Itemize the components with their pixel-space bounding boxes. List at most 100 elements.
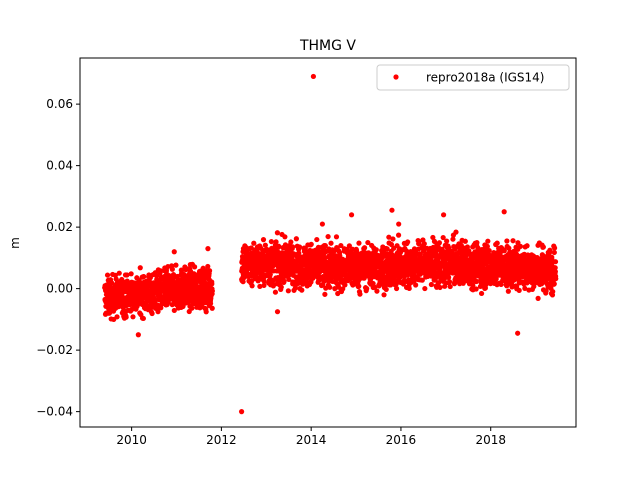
data-point: [395, 232, 402, 238]
data-point: [551, 281, 557, 287]
x-tick-label: 2018: [475, 433, 506, 447]
data-point: [285, 288, 291, 294]
data-point: [276, 243, 282, 249]
data-point: [540, 244, 546, 250]
data-point: [128, 271, 134, 277]
data-point: [135, 332, 141, 338]
y-axis-ticks: −0.04 −0.02 0.00 0.02 0.04 0.06: [36, 97, 80, 419]
data-point: [446, 279, 453, 285]
y-tick-label: 0.00: [46, 282, 73, 296]
data-point: [273, 239, 279, 245]
data-point: [171, 307, 177, 314]
data-point: [299, 287, 305, 293]
data-point: [453, 229, 459, 235]
data-point: [206, 268, 213, 274]
data-point: [209, 288, 215, 294]
data-point: [137, 265, 143, 271]
data-point: [552, 265, 558, 271]
data-point: [296, 250, 302, 256]
data-point: [372, 284, 378, 290]
data-point: [262, 242, 268, 248]
data-point: [374, 288, 380, 294]
data-point: [348, 212, 355, 218]
data-point: [335, 284, 342, 290]
data-point: [171, 249, 177, 255]
data-point: [203, 309, 209, 315]
x-tick-label: 2012: [206, 433, 237, 447]
y-tick-label: −0.02: [36, 343, 73, 357]
data-point: [209, 281, 215, 287]
x-tick-label: 2016: [386, 433, 417, 447]
y-axis-label: m: [8, 237, 22, 249]
data-point: [470, 282, 476, 289]
data-point: [388, 241, 395, 248]
data-point: [116, 270, 122, 276]
data-point: [440, 212, 447, 218]
data-point: [474, 239, 480, 246]
data-point: [390, 236, 396, 242]
data-point: [437, 284, 443, 291]
data-point: [510, 238, 516, 244]
data-point: [478, 290, 485, 297]
data-point: [238, 409, 245, 415]
data-point: [293, 236, 299, 242]
data-point: [384, 246, 390, 252]
legend-label: repro2018a (IGS14): [426, 71, 544, 85]
data-point: [440, 234, 446, 241]
y-tick-label: 0.06: [46, 97, 73, 111]
data-point: [396, 221, 402, 227]
data-point: [373, 247, 379, 253]
data-point: [381, 292, 387, 298]
y-tick-label: 0.02: [46, 220, 73, 234]
data-point: [205, 263, 211, 270]
data-point: [288, 239, 294, 245]
data-point: [393, 285, 400, 292]
data-point: [464, 244, 471, 250]
data-point: [340, 286, 346, 292]
data-point: [338, 242, 344, 249]
data-point: [205, 246, 211, 252]
data-point: [346, 243, 352, 249]
data-point: [308, 241, 314, 247]
data-point: [289, 244, 296, 250]
y-tick-label: −0.04: [36, 405, 73, 419]
data-point: [104, 272, 111, 278]
data-point: [333, 234, 340, 240]
data-point: [494, 240, 500, 246]
data-point: [169, 266, 175, 272]
data-point: [356, 283, 362, 289]
data-point: [124, 272, 130, 278]
data-point: [473, 286, 479, 292]
data-point: [421, 241, 427, 247]
data-point: [207, 300, 214, 307]
data-point: [149, 310, 155, 317]
data-point: [322, 291, 328, 297]
data-point: [422, 285, 428, 292]
data-point: [274, 230, 281, 236]
data-point: [281, 278, 287, 284]
data-point: [550, 288, 556, 295]
data-point: [364, 285, 370, 292]
data-point: [342, 282, 348, 288]
data-point: [515, 330, 521, 336]
data-point: [356, 240, 362, 246]
data-point: [251, 240, 257, 246]
data-point: [268, 238, 274, 245]
data-point: [310, 73, 317, 80]
data-point: [327, 284, 333, 290]
data-point: [447, 283, 453, 290]
data-point: [486, 248, 492, 254]
data-point: [274, 309, 281, 315]
data-point: [114, 314, 120, 320]
data-point: [361, 245, 368, 251]
data-point: [249, 283, 255, 289]
data-point: [261, 282, 267, 289]
data-point: [552, 245, 558, 251]
data-point: [123, 314, 129, 320]
data-point: [257, 283, 263, 290]
data-point: [158, 305, 164, 311]
data-point: [505, 288, 511, 294]
data-point: [286, 276, 292, 283]
data-point: [419, 277, 425, 283]
data-point: [150, 294, 157, 300]
